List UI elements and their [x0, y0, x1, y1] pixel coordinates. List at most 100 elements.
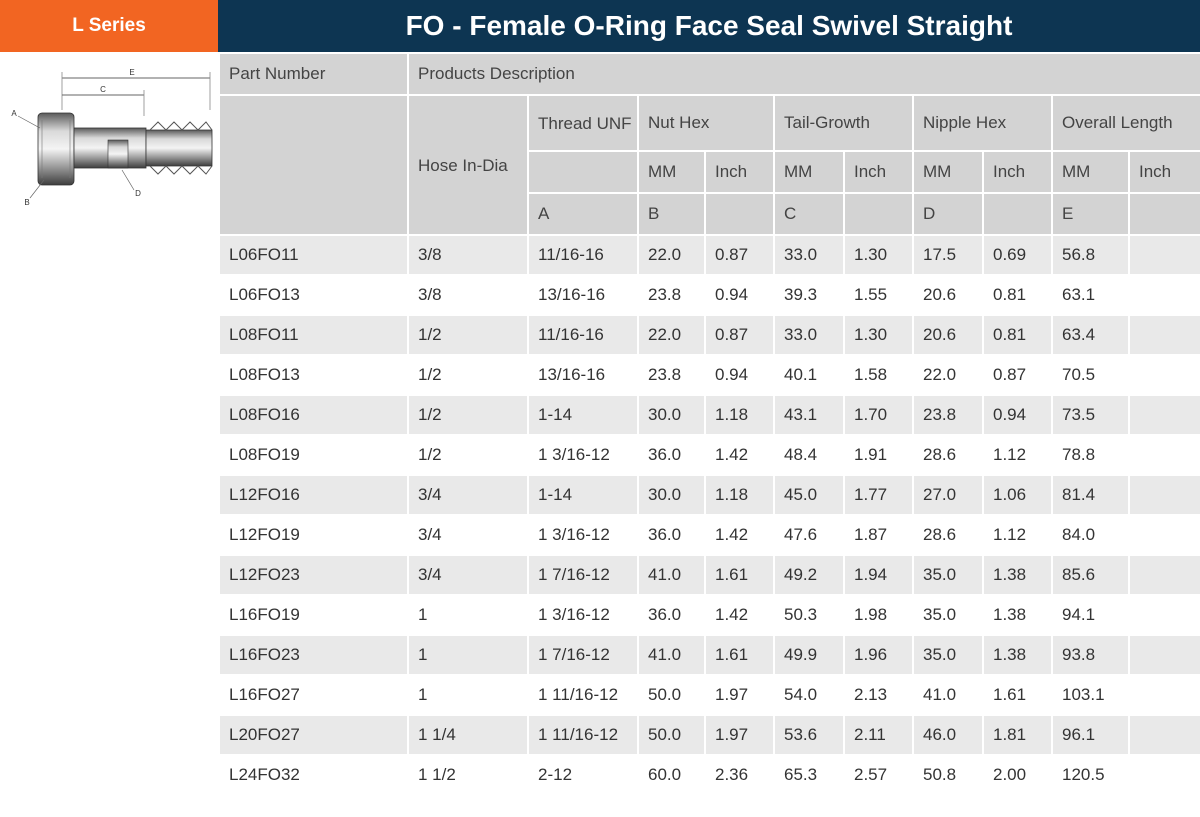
- series-badge: L Series: [0, 0, 218, 52]
- cell-hose-in-dia: 3/8: [407, 234, 529, 276]
- cell-overall-length-inch: [1127, 434, 1200, 476]
- cell-nut-hex-mm: 41.0: [637, 554, 706, 596]
- cell-nut-hex-inch: 2.36: [704, 754, 775, 796]
- cell-nut-hex-mm: 36.0: [637, 594, 706, 636]
- diagram-label-a: A: [11, 109, 17, 118]
- cell-tail-growth-inch: 1.98: [843, 594, 914, 636]
- cell-part-number: L12FO16: [218, 474, 409, 516]
- cell-nut-hex-inch: 0.87: [704, 314, 775, 356]
- cell-nut-hex-mm: 23.8: [637, 354, 706, 396]
- cell-tail-growth-mm: 33.0: [773, 234, 845, 276]
- cell-hose-in-dia: 1: [407, 674, 529, 716]
- cell-overall-length-mm: 78.8: [1051, 434, 1130, 476]
- cell-overall-length-inch: [1127, 474, 1200, 516]
- cell-overall-length-inch: [1127, 314, 1200, 356]
- diagram-label-e: E: [129, 68, 134, 77]
- cell-hose-in-dia: 1/2: [407, 394, 529, 436]
- cell-hose-in-dia: 1/2: [407, 314, 529, 356]
- header-dim-a: A: [527, 192, 639, 236]
- fitting-diagram: E C A B D: [11, 68, 213, 207]
- cell-nipple-hex-mm: 23.8: [912, 394, 984, 436]
- cell-nipple-hex-mm: 20.6: [912, 274, 984, 316]
- cell-nipple-hex-mm: 35.0: [912, 634, 984, 676]
- header-tail-growth: Tail-Growth: [773, 94, 914, 152]
- cell-overall-length-inch: [1127, 514, 1200, 556]
- cell-part-number: L08FO16: [218, 394, 409, 436]
- cell-thread-unf: 1 3/16-12: [527, 434, 639, 476]
- cell-overall-length-inch: [1127, 674, 1200, 716]
- cell-tail-growth-inch: 1.91: [843, 434, 914, 476]
- table-row: L16FO23 1 1 7/16-12 41.0 1.61 49.9 1.96 35.0 1.3…: [218, 634, 1200, 676]
- cell-overall-length-mm: 96.1: [1051, 714, 1130, 756]
- cell-nipple-hex-inch: 0.87: [982, 354, 1053, 396]
- cell-nut-hex-mm: 36.0: [637, 434, 706, 476]
- cell-tail-growth-inch: 1.55: [843, 274, 914, 316]
- cell-thread-unf: 1 11/16-12: [527, 714, 639, 756]
- table-row: L08FO19 1/2 1 3/16-12 36.0 1.42 48.4 1.91 28.6 1…: [218, 434, 1200, 476]
- cell-overall-length-mm: 70.5: [1051, 354, 1130, 396]
- cell-overall-length-inch: [1127, 394, 1200, 436]
- header-overall-length: Overall Length: [1050, 94, 1200, 152]
- cell-tail-growth-mm: 48.4: [773, 434, 845, 476]
- cell-hose-in-dia: 3/4: [407, 554, 529, 596]
- cell-thread-unf: 1-14: [527, 394, 639, 436]
- diagram-label-d: D: [135, 189, 141, 198]
- cell-overall-length-inch: [1127, 594, 1200, 636]
- header-nut-hex-inch: Inch: [704, 150, 775, 194]
- cell-nipple-hex-mm: 46.0: [912, 714, 984, 756]
- cell-nipple-hex-inch: 0.81: [982, 314, 1053, 356]
- cell-thread-unf: 1 3/16-12: [527, 594, 639, 636]
- cell-thread-unf: 1 11/16-12: [527, 674, 639, 716]
- header-thread-unit-blank: [527, 150, 639, 194]
- diagram-label-c: C: [100, 85, 106, 94]
- cell-part-number: L08FO13: [218, 354, 409, 396]
- cell-thread-unf: 1-14: [527, 474, 639, 516]
- cell-part-number: L12FO23: [218, 554, 409, 596]
- cell-tail-growth-inch: 1.70: [843, 394, 914, 436]
- header-dim-blank: [1127, 192, 1200, 236]
- cell-part-number: L16FO23: [218, 634, 409, 676]
- header-nut-hex: Nut Hex: [637, 94, 775, 152]
- cell-hose-in-dia: 1: [407, 634, 529, 676]
- cell-tail-growth-inch: 2.11: [843, 714, 914, 756]
- cell-overall-length-mm: 73.5: [1051, 394, 1130, 436]
- table-row: L06FO13 3/8 13/16-16 23.8 0.94 39.3 1.55 20.6 0.…: [218, 274, 1200, 316]
- cell-tail-growth-inch: 1.30: [843, 314, 914, 356]
- cell-overall-length-inch: [1127, 274, 1200, 316]
- cell-part-number: L08FO11: [218, 314, 409, 356]
- cell-nut-hex-inch: 1.97: [704, 674, 775, 716]
- cell-nut-hex-inch: 0.94: [704, 274, 775, 316]
- cell-nipple-hex-mm: 20.6: [912, 314, 984, 356]
- cell-nipple-hex-mm: 35.0: [912, 554, 984, 596]
- cell-tail-growth-mm: 49.2: [773, 554, 845, 596]
- cell-hose-in-dia: 1 1/2: [407, 754, 529, 796]
- table-row: L08FO13 1/2 13/16-16 23.8 0.94 40.1 1.58 22.0 0.…: [218, 354, 1200, 396]
- cell-tail-growth-mm: 50.3: [773, 594, 845, 636]
- cell-nut-hex-inch: 1.42: [704, 594, 775, 636]
- cell-nipple-hex-inch: 1.38: [982, 594, 1053, 636]
- cell-nut-hex-mm: 22.0: [637, 314, 706, 356]
- cell-nut-hex-inch: 0.87: [704, 234, 775, 276]
- cell-tail-growth-mm: 54.0: [773, 674, 845, 716]
- cell-overall-length-mm: 85.6: [1051, 554, 1130, 596]
- cell-nipple-hex-mm: 28.6: [912, 434, 984, 476]
- header-nipple-hex-mm: MM: [912, 150, 984, 194]
- cell-tail-growth-inch: 2.57: [843, 754, 914, 796]
- cell-hose-in-dia: 1: [407, 594, 529, 636]
- cell-overall-length-mm: 81.4: [1051, 474, 1130, 516]
- table-row: L08FO11 1/2 11/16-16 22.0 0.87 33.0 1.30 20.6 0.…: [218, 314, 1200, 356]
- cell-nut-hex-inch: 1.61: [704, 634, 775, 676]
- table-row: L08FO16 1/2 1-14 30.0 1.18 43.1 1.70 23.8 0.94 73…: [218, 394, 1200, 436]
- header-nut-hex-mm: MM: [637, 150, 706, 194]
- cell-overall-length-mm: 63.4: [1051, 314, 1130, 356]
- cell-nipple-hex-inch: 1.06: [982, 474, 1053, 516]
- header-part-number-blank: [218, 94, 409, 236]
- cell-thread-unf: 1 7/16-12: [527, 554, 639, 596]
- cell-overall-length-inch: [1127, 234, 1200, 276]
- cell-thread-unf: 1 7/16-12: [527, 634, 639, 676]
- cell-part-number: L12FO19: [218, 514, 409, 556]
- cell-overall-length-inch: [1127, 554, 1200, 596]
- cell-nut-hex-mm: 30.0: [637, 394, 706, 436]
- header-thread-unf: Thread UNF: [527, 94, 639, 152]
- cell-nipple-hex-inch: 1.12: [982, 514, 1053, 556]
